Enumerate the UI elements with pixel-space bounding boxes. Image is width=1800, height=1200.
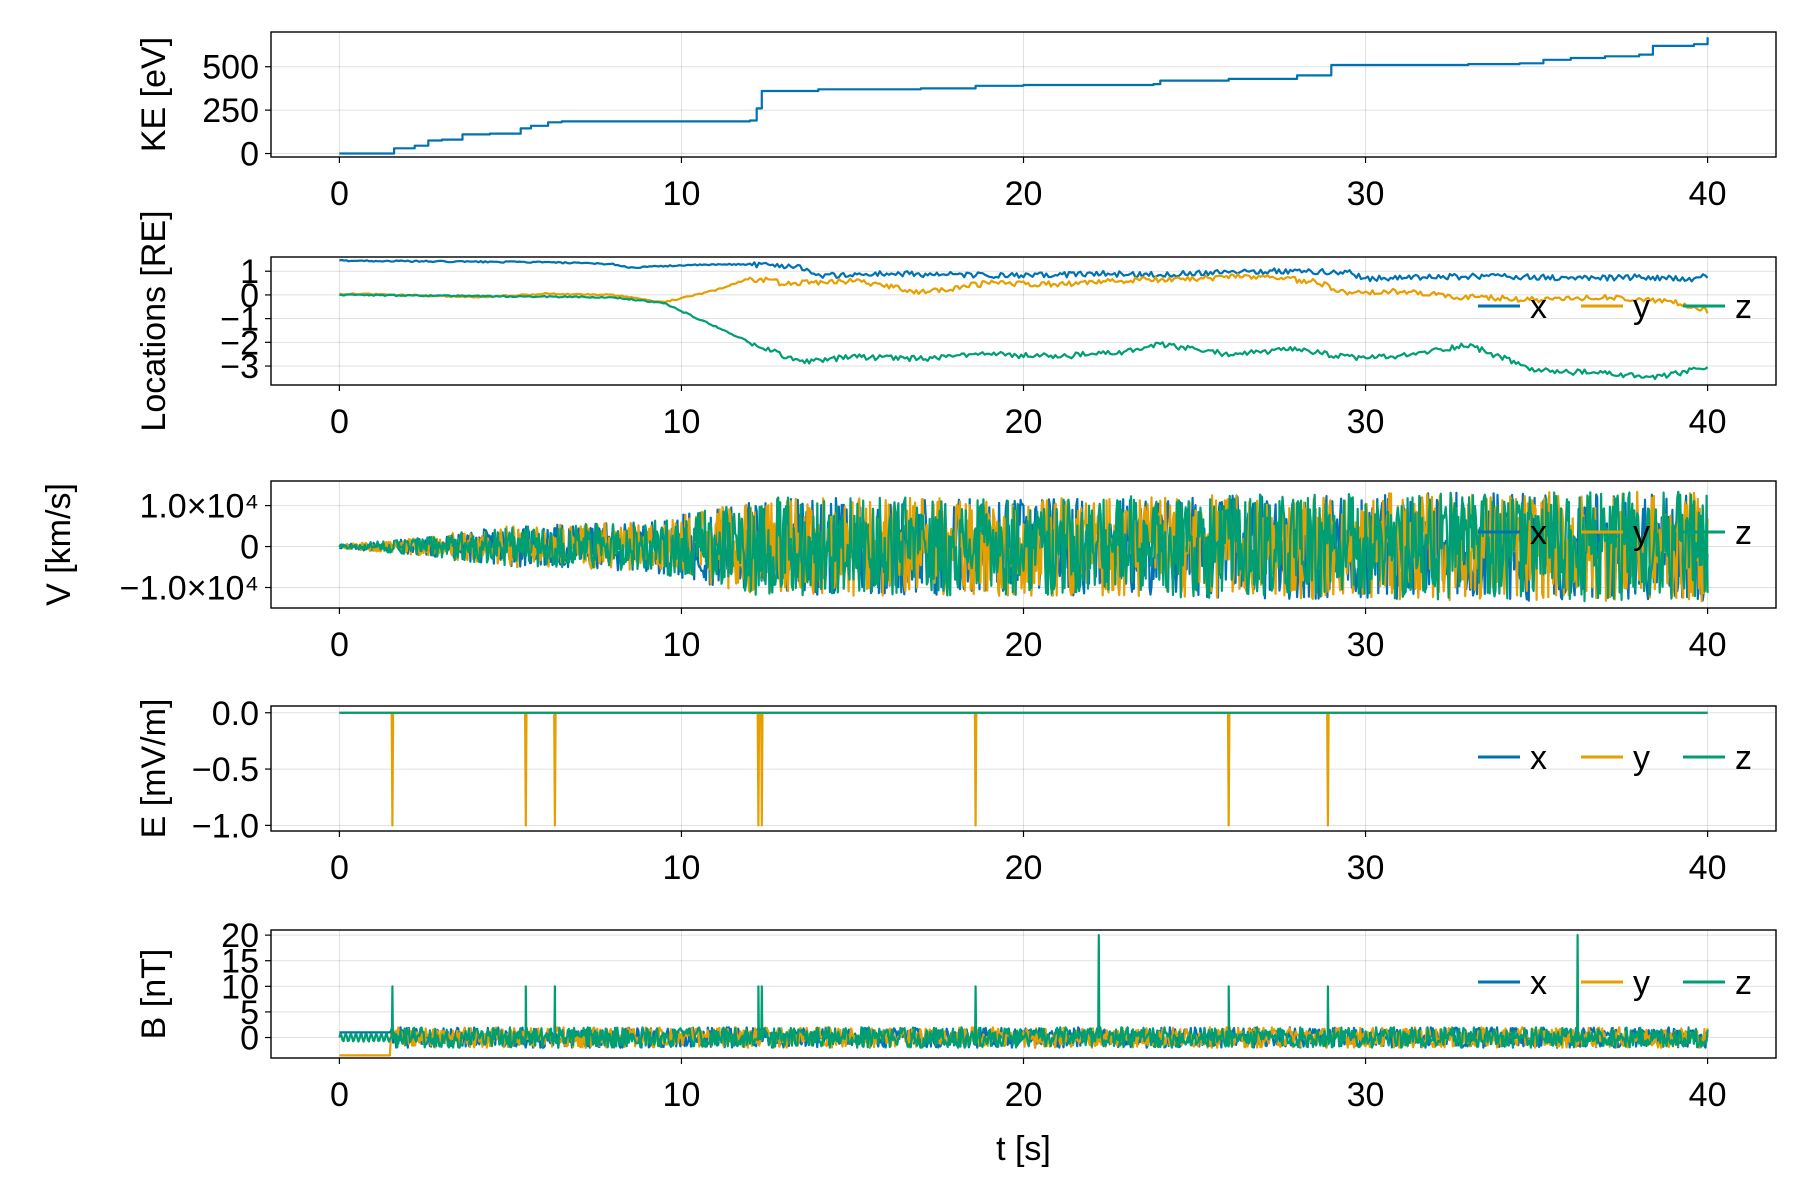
y-tick-label: 15 xyxy=(221,943,259,981)
series-line-x xyxy=(339,258,1709,283)
y-tick-label: 500 xyxy=(202,49,259,87)
y-tick-label: 5 xyxy=(240,994,259,1032)
y-axis-label: E [mV/m] xyxy=(135,699,173,839)
x-tick-label: 10 xyxy=(663,1076,701,1114)
x-tick-label: 40 xyxy=(1689,626,1727,664)
legend-label-z: z xyxy=(1735,964,1752,1002)
y-tick-label: 250 xyxy=(202,92,259,130)
y-tick-label: 10 xyxy=(221,968,259,1006)
x-tick-label: 0 xyxy=(330,403,349,441)
y-axis-label: V [km/s] xyxy=(40,483,78,606)
y-tick-label: 0 xyxy=(240,277,259,315)
x-tick-label: 30 xyxy=(1347,626,1385,664)
x-tick-label: 10 xyxy=(663,849,701,887)
y-tick-label: −1 xyxy=(220,301,259,339)
plot-area xyxy=(339,711,1708,827)
y-tick-label: 20 xyxy=(221,917,259,955)
y-tick-label: 0 xyxy=(240,136,259,174)
legend-label-x: x xyxy=(1530,964,1547,1002)
x-tick-label: 20 xyxy=(1005,403,1043,441)
x-tick-label: 30 xyxy=(1347,403,1385,441)
panel-1: 0 10 20 30 40 0 250 500 KE [eV] xyxy=(135,31,1777,213)
y-tick-label: −1.0×10⁴ xyxy=(120,570,259,608)
legend: x y z xyxy=(1478,739,1752,777)
plot-area xyxy=(338,490,1709,603)
x-tick-label: 0 xyxy=(330,1076,349,1114)
x-axis-label: t [s] xyxy=(996,1130,1051,1168)
x-tick-label: 0 xyxy=(330,849,349,887)
y-tick-label: −0.5 xyxy=(192,751,259,789)
y-tick-label: 0 xyxy=(240,1020,259,1058)
legend-label-y: y xyxy=(1633,964,1650,1002)
series-line-z xyxy=(338,490,1709,603)
legend-label-x: x xyxy=(1530,288,1547,326)
legend-label-x: x xyxy=(1530,514,1547,552)
x-tick-label: 30 xyxy=(1347,1076,1385,1114)
series-line-ke xyxy=(339,37,1709,155)
series-line-z xyxy=(339,293,1709,381)
x-tick-label: 30 xyxy=(1347,175,1385,213)
y-tick-label: −2 xyxy=(220,324,259,362)
series-line-z xyxy=(338,934,1709,1049)
x-tick-label: 40 xyxy=(1689,175,1727,213)
x-tick-label: 10 xyxy=(663,403,701,441)
legend: x y z xyxy=(1478,514,1752,552)
x-tick-label: 40 xyxy=(1689,403,1727,441)
y-tick-label: 1 xyxy=(240,253,259,291)
x-tick-label: 40 xyxy=(1689,849,1727,887)
x-tick-label: 20 xyxy=(1005,849,1043,887)
x-tick-label: 20 xyxy=(1005,626,1043,664)
y-tick-label: 0.0 xyxy=(212,695,259,733)
x-tick-label: 0 xyxy=(330,626,349,664)
legend: x y z xyxy=(1478,964,1752,1002)
legend-label-y: y xyxy=(1633,514,1650,552)
legend-label-x: x xyxy=(1530,739,1547,777)
legend-label-z: z xyxy=(1735,739,1752,777)
y-tick-label: −3 xyxy=(220,348,259,386)
y-axis-label: KE [eV] xyxy=(135,37,173,152)
x-tick-label: 20 xyxy=(1005,1076,1043,1114)
plot-area xyxy=(339,258,1709,381)
legend-label-y: y xyxy=(1633,288,1650,326)
x-tick-label: 0 xyxy=(330,175,349,213)
series-line-y xyxy=(339,272,1709,314)
x-tick-label: 10 xyxy=(663,175,701,213)
legend-label-y: y xyxy=(1633,739,1650,777)
legend-label-z: z xyxy=(1735,288,1752,326)
plot-area xyxy=(339,37,1709,155)
y-tick-label: −1.0 xyxy=(192,807,259,845)
y-axis-label: Locations [RE] xyxy=(135,210,173,431)
x-tick-label: 30 xyxy=(1347,849,1385,887)
legend-label-z: z xyxy=(1735,514,1752,552)
plot-area xyxy=(338,934,1709,1057)
x-tick-label: 40 xyxy=(1689,1076,1727,1114)
y-tick-label: 0 xyxy=(240,529,259,567)
y-axis-label: B [nT] xyxy=(135,949,173,1040)
x-tick-label: 20 xyxy=(1005,175,1043,213)
legend: x y z xyxy=(1478,288,1752,326)
panel-4: 0 10 20 30 40 −1.0 −0.5 0.0 E [mV/m] x y z xyxy=(135,695,1777,887)
x-tick-label: 10 xyxy=(663,626,701,664)
y-tick-label: 1.0×10⁴ xyxy=(139,488,259,526)
